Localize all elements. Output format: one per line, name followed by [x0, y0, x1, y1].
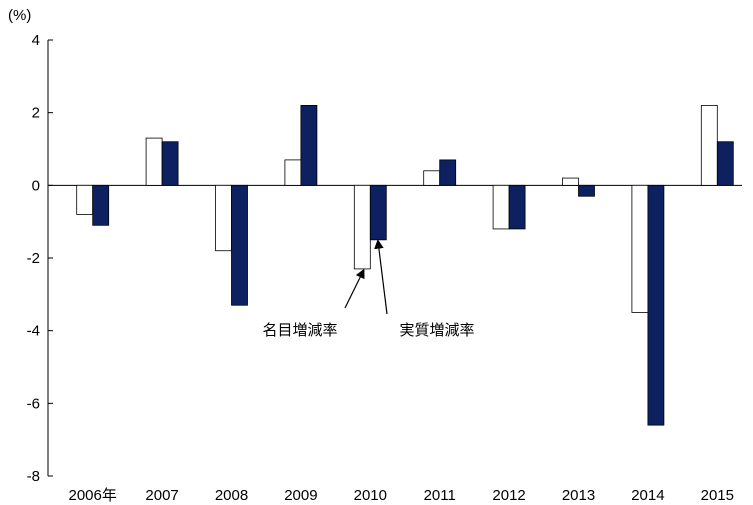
- x-tick-label: 2010: [354, 487, 387, 504]
- bar-real: [161, 141, 179, 186]
- bar-real: [369, 184, 387, 241]
- bar-nominal: [700, 105, 718, 186]
- annotation-arrow: [344, 268, 365, 309]
- bar-nominal: [353, 184, 371, 270]
- bar-nominal: [423, 170, 441, 186]
- y-tick-label: -6: [27, 395, 40, 412]
- y-tick-label: -4: [27, 323, 40, 340]
- bar-real: [92, 184, 110, 226]
- y-tick-label: 2: [32, 105, 40, 122]
- bar-real: [439, 159, 457, 186]
- annotation-arrow: [374, 239, 388, 315]
- bar-real: [508, 184, 526, 230]
- bar-nominal: [562, 177, 579, 186]
- y-axis: 4 2 0 -2 -4 -6 -8: [27, 32, 742, 485]
- bar-real: [231, 184, 248, 306]
- y-axis-label: (%): [8, 7, 31, 24]
- bar-nominal: [145, 137, 163, 186]
- y-tick-label: -2: [27, 250, 40, 267]
- bar-nominal: [76, 184, 94, 215]
- bar-nominal: [215, 184, 232, 252]
- bar-real: [716, 141, 734, 186]
- x-tick-label: 2007: [145, 487, 178, 504]
- annotation-label: 実質増減率: [399, 321, 474, 339]
- x-tick-label: 2006年: [69, 487, 117, 504]
- y-tick-label: 4: [32, 32, 40, 49]
- x-tick-label: 2014: [631, 487, 664, 504]
- y-tick-label: -8: [27, 468, 40, 485]
- x-axis: 2006年 2007 2008 2009 2010 2011 2012 2013 2014 201…: [69, 487, 734, 504]
- x-tick-label: 2012: [492, 487, 525, 504]
- x-tick-label: 2011: [424, 487, 456, 504]
- x-tick-label: 2015: [701, 487, 734, 504]
- bar-nominal: [631, 184, 649, 313]
- x-tick-label: 2009: [284, 487, 317, 504]
- bars: [76, 105, 734, 426]
- bar-nominal: [492, 184, 510, 230]
- bar-real: [578, 184, 595, 197]
- bar-real: [300, 105, 318, 186]
- annotations: 名目増減率 実質増減率: [262, 239, 475, 339]
- bar-real: [647, 184, 665, 426]
- y-tick-label: 0: [32, 177, 40, 194]
- x-tick-label: 2008: [215, 487, 248, 504]
- bar-nominal: [284, 159, 302, 186]
- annotation-label: 名目増減率: [262, 321, 337, 339]
- x-tick-label: 2013: [562, 487, 595, 504]
